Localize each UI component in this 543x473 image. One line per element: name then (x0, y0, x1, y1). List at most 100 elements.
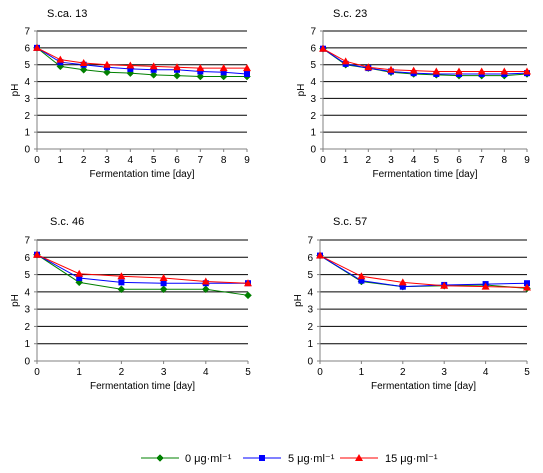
chart-panels: S.ca. 13 0 1 2 3 4 5 6 7 0 1 2 3 4 5 6 7 8 9 Fermentation t… (10, 8, 531, 392)
data-point (173, 63, 181, 71)
panel-title: S.c. 57 (333, 216, 367, 228)
y-tick-label: 0 (310, 145, 316, 156)
x-tick-label: 2 (366, 155, 372, 166)
y-tick-label: 2 (24, 111, 30, 122)
x-tick-label: 2 (400, 367, 406, 378)
data-point (387, 65, 395, 73)
legend-item: 15 μg·ml⁻¹ (340, 453, 438, 465)
data-point (409, 66, 418, 74)
data-point (244, 291, 252, 300)
data-point (455, 67, 463, 75)
data-point (341, 57, 350, 65)
x-tick-label: 3 (161, 367, 167, 378)
data-point (33, 250, 41, 258)
y-tick-label: 2 (24, 322, 30, 333)
legend-marker (355, 454, 363, 461)
x-tick-label: 8 (221, 155, 227, 166)
data-point (103, 60, 111, 68)
x-tick-label: 5 (524, 367, 530, 378)
data-point (118, 279, 125, 286)
y-tick-label: 7 (24, 27, 30, 38)
data-point (197, 68, 204, 75)
y-tick-label: 1 (24, 339, 30, 350)
x-tick-label: 2 (119, 367, 125, 378)
x-tick-label: 4 (128, 155, 134, 166)
data-point (440, 281, 449, 289)
x-tick-label: 9 (524, 155, 530, 166)
data-point (117, 272, 126, 280)
series-line (36, 254, 248, 284)
x-tick-label: 8 (502, 155, 508, 166)
y-axis-label: pH (10, 294, 21, 307)
data-point (160, 280, 167, 287)
series (320, 45, 530, 77)
data-point (76, 275, 83, 282)
y-tick-label: 6 (310, 43, 316, 54)
panel-title: S.ca. 13 (47, 8, 87, 20)
x-axis-label: Fermentation time [day] (371, 381, 476, 392)
series-line (36, 47, 247, 78)
series-line (36, 254, 249, 296)
y-tick-label: 3 (24, 305, 30, 316)
series-line (36, 254, 249, 284)
y-tick-label: 5 (310, 60, 316, 71)
data-point (127, 65, 134, 72)
series-line (36, 47, 248, 75)
y-tick-label: 5 (24, 270, 30, 281)
data-point (244, 279, 252, 287)
data-point (523, 283, 531, 291)
y-tick-label: 7 (310, 27, 316, 38)
data-point (244, 70, 250, 77)
series-line (322, 48, 527, 72)
x-tick-label: 1 (343, 155, 349, 166)
data-point (150, 66, 157, 73)
x-tick-label: 9 (244, 155, 250, 166)
data-point (432, 67, 441, 75)
legend-item: 0 μg·ml⁻¹ (141, 453, 232, 465)
y-tick-label: 1 (24, 128, 30, 139)
x-tick-label: 6 (174, 155, 180, 166)
data-point (149, 62, 158, 70)
data-point (201, 277, 210, 285)
y-tick-label: 3 (307, 305, 313, 316)
series-line (319, 255, 528, 289)
data-point (399, 283, 406, 290)
x-tick-label: 1 (76, 367, 82, 378)
x-tick-label: 0 (34, 155, 40, 166)
data-point (75, 269, 84, 277)
data-point (481, 282, 490, 290)
x-tick-label: 7 (198, 155, 204, 166)
y-axis-label: pH (10, 84, 21, 97)
y-tick-label: 0 (307, 357, 313, 368)
x-tick-label: 1 (359, 367, 365, 378)
y-tick-label: 7 (307, 236, 313, 247)
y-tick-label: 4 (307, 287, 313, 298)
chart-panel: S.ca. 13 0 1 2 3 4 5 6 7 0 1 2 3 4 5 6 7 8 9 Fermentation t… (10, 8, 251, 180)
x-tick-label: 0 (317, 367, 323, 378)
data-point (103, 68, 111, 77)
series-line (36, 47, 247, 69)
y-tick-label: 4 (24, 287, 30, 298)
x-tick-label: 4 (411, 155, 417, 166)
data-point (316, 251, 324, 259)
x-tick-label: 4 (483, 367, 489, 378)
x-tick-label: 5 (245, 367, 251, 378)
x-axis-label: Fermentation time [day] (90, 381, 195, 392)
x-axis-label: Fermentation time [day] (89, 169, 194, 180)
chart-panel: S.c. 23 0 1 2 3 4 5 6 7 0 1 2 3 4 5 6 7 8 9 Fermentation ti… (296, 8, 531, 180)
data-point (33, 43, 41, 51)
data-point (196, 64, 205, 72)
x-axis-label: Fermentation time [day] (372, 169, 477, 180)
y-tick-label: 2 (310, 111, 316, 122)
data-point (220, 69, 227, 76)
y-tick-label: 6 (307, 253, 313, 264)
series (33, 250, 252, 300)
x-tick-label: 3 (388, 155, 394, 166)
y-tick-label: 3 (24, 94, 30, 105)
data-point (196, 72, 205, 81)
x-tick-label: 3 (104, 155, 110, 166)
x-tick-label: 7 (479, 155, 485, 166)
data-point (201, 285, 210, 294)
data-point (319, 44, 327, 52)
